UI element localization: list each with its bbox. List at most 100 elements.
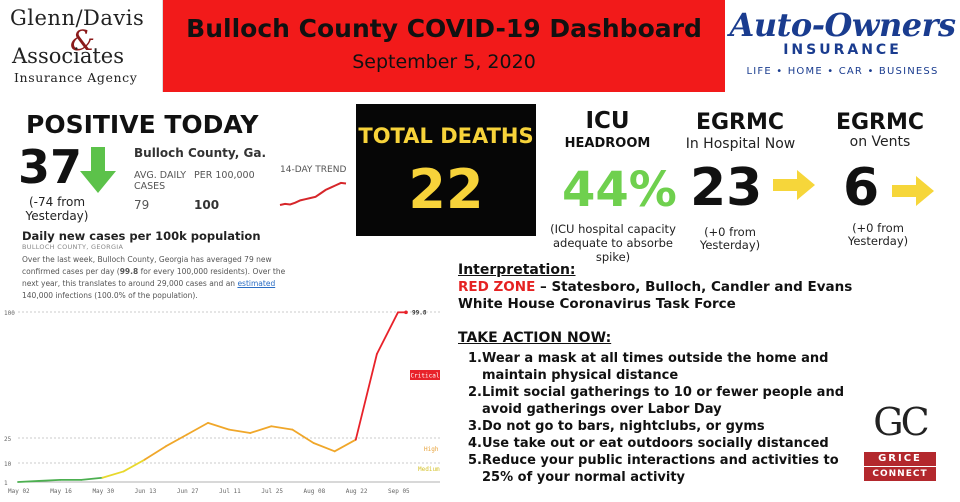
- desc-bold: 99.8: [119, 267, 139, 276]
- end-value-label: 99.8: [412, 309, 427, 316]
- avg-daily-label: AVG. DAILY CASES: [134, 170, 187, 192]
- item-text: Use take out or eat outdoors socially di…: [482, 436, 829, 451]
- icu-value: 44%: [562, 162, 677, 218]
- item-number: 3.: [468, 419, 482, 434]
- series-segment: [291, 428, 315, 444]
- series-segment: [312, 442, 336, 453]
- series-segment: [375, 311, 399, 355]
- x-tick-label: May 30: [92, 488, 114, 495]
- positive-today-value: 37: [18, 140, 83, 194]
- x-tick-label: Jun 13: [135, 488, 157, 495]
- item-text: Do not go to bars, nightclubs, or gyms: [482, 419, 765, 434]
- series-end-point: [404, 310, 408, 315]
- critical-label: Critical: [411, 373, 440, 380]
- egrmc-hospital-title: EGRMC: [695, 110, 785, 135]
- list-item: 2. Limit social gatherings to 10 or fewer…: [468, 384, 858, 418]
- icu-note: (ICU hospital capacity adequate to absor…: [550, 222, 676, 264]
- series-segment: [270, 425, 294, 431]
- grice-line-2: CONNECT: [864, 467, 936, 481]
- logo-ampersand: &: [70, 24, 95, 57]
- auto-owners-sub: INSURANCE: [783, 42, 902, 58]
- trend-label: 14-DAY TREND: [280, 165, 347, 175]
- item-text: Reduce your public interactions and acti…: [482, 453, 839, 485]
- daily-cases-subtitle: BULLOCH COUNTY, GEORGIA: [22, 243, 124, 251]
- item-number: 1.: [468, 351, 482, 366]
- down-arrow-icon: [80, 147, 116, 193]
- trend-sparkline: [279, 181, 347, 206]
- title-banner: Bulloch County COVID-19 Dashboard Septem…: [163, 0, 725, 92]
- desc-part-1: Over the last week, Bulloch County, Geor…: [22, 255, 272, 276]
- series-segment: [228, 428, 252, 434]
- per-100k-value: 100: [194, 198, 220, 212]
- desc-part-3: 140,000 infections (100.0% of the popula…: [22, 291, 198, 300]
- grice-monogram: GC: [873, 400, 929, 444]
- avg-daily-value: 79: [134, 198, 150, 212]
- list-item: 5. Reduce your public interactions and ac…: [468, 452, 858, 486]
- task-force-line: White House Coronavirus Task Force: [458, 296, 736, 312]
- item-text: Wear a mask at all times outside the hom…: [482, 351, 829, 383]
- x-tick-label: Aug 22: [346, 488, 368, 495]
- trend-line: [279, 181, 347, 206]
- egrmc-vents-value: 6: [843, 158, 880, 218]
- series-segment: [17, 480, 41, 483]
- series-segment: [38, 478, 62, 482]
- y-tick-label: 1: [4, 480, 8, 487]
- item-text: Limit social gatherings to 10 or fewer p…: [482, 385, 845, 417]
- per-100k-label: PER 100,000: [194, 170, 255, 181]
- x-tick-label: May 02: [8, 488, 30, 495]
- series-segment: [354, 353, 378, 441]
- auto-owners-tagline: LIFE • HOME • CAR • BUSINESS: [746, 66, 939, 77]
- total-deaths-label: TOTAL DEATHS: [358, 124, 534, 148]
- grice-connect-logo: GC GRICE CONNECT: [858, 400, 942, 486]
- series-segment: [122, 458, 146, 473]
- high-label: High: [424, 446, 439, 453]
- medium-label: Medium: [418, 466, 440, 473]
- y-tick-label: 25: [4, 436, 12, 443]
- daily-cases-title: Daily new cases per 100k population: [22, 229, 261, 243]
- daily-cases-description: Over the last week, Bulloch County, Geor…: [22, 254, 292, 302]
- grice-line-1: GRICE: [864, 452, 936, 466]
- right-arrow-icon: [892, 176, 934, 206]
- x-tick-label: May 16: [50, 488, 72, 495]
- auto-owners-brand: Auto-Owners: [729, 6, 956, 44]
- series-segment: [249, 425, 273, 434]
- egrmc-vents-subtitle: on Vents: [849, 134, 911, 150]
- x-tick-label: Aug 08: [304, 488, 326, 495]
- logo-line-3: Insurance Agency: [14, 70, 138, 85]
- critical-badge: [410, 370, 440, 380]
- estimated-link[interactable]: estimated: [237, 279, 276, 288]
- interpretation-heading: Interpretation:: [458, 262, 576, 278]
- auto-owners-logo: Auto-Owners INSURANCE LIFE • HOME • CAR …: [725, 0, 960, 92]
- take-action-heading: TAKE ACTION NOW:: [458, 330, 612, 346]
- positive-today-title: POSITIVE TODAY: [26, 110, 259, 139]
- logo-line-2: Associates: [12, 44, 125, 68]
- red-zone-label: RED ZONE: [458, 279, 536, 295]
- zone-line: RED ZONE – Statesboro, Bulloch, Candler …: [458, 279, 858, 296]
- list-item: 3. Do not go to bars, nightclubs, or gyms: [468, 418, 858, 435]
- y-tick-label: 100: [4, 310, 15, 317]
- y-tick-label: 10: [4, 461, 12, 468]
- page-date: September 5, 2020: [352, 51, 536, 73]
- egrmc-hospital-note: (+0 from Yesterday): [699, 225, 761, 252]
- egrmc-vents-title: EGRMC: [835, 110, 925, 135]
- x-tick-label: Jul 25: [261, 488, 283, 495]
- series-segment: [333, 438, 357, 453]
- series-segment: [101, 470, 125, 479]
- county-name: Bulloch County, Ga.: [134, 146, 266, 160]
- county-stats: Bulloch County, Ga. AVG. DAILY CASES PER…: [134, 146, 266, 212]
- page-title: Bulloch County COVID-19 Dashboard: [186, 14, 702, 43]
- series-segment: [207, 421, 231, 431]
- series-segment: [143, 445, 167, 461]
- series-segment: [164, 433, 188, 448]
- egrmc-hospital-subtitle: In Hospital Now: [685, 136, 796, 152]
- zone-areas: – Statesboro, Bulloch, Candler and Evans: [535, 279, 853, 295]
- egrmc-vents-note: (+0 from Yesterday): [847, 221, 909, 248]
- series-segment: [185, 421, 209, 436]
- right-arrow-icon: [773, 170, 815, 200]
- interpretation: Interpretation: RED ZONE – Statesboro, B…: [458, 262, 858, 313]
- x-tick-label: Sep 05: [388, 488, 410, 495]
- x-tick-label: Jul 11: [219, 488, 241, 495]
- glenn-davis-logo: Glenn/Davis & Associates Insurance Agenc…: [0, 0, 163, 92]
- list-item: 1. Wear a mask at all times outside the h…: [468, 350, 858, 384]
